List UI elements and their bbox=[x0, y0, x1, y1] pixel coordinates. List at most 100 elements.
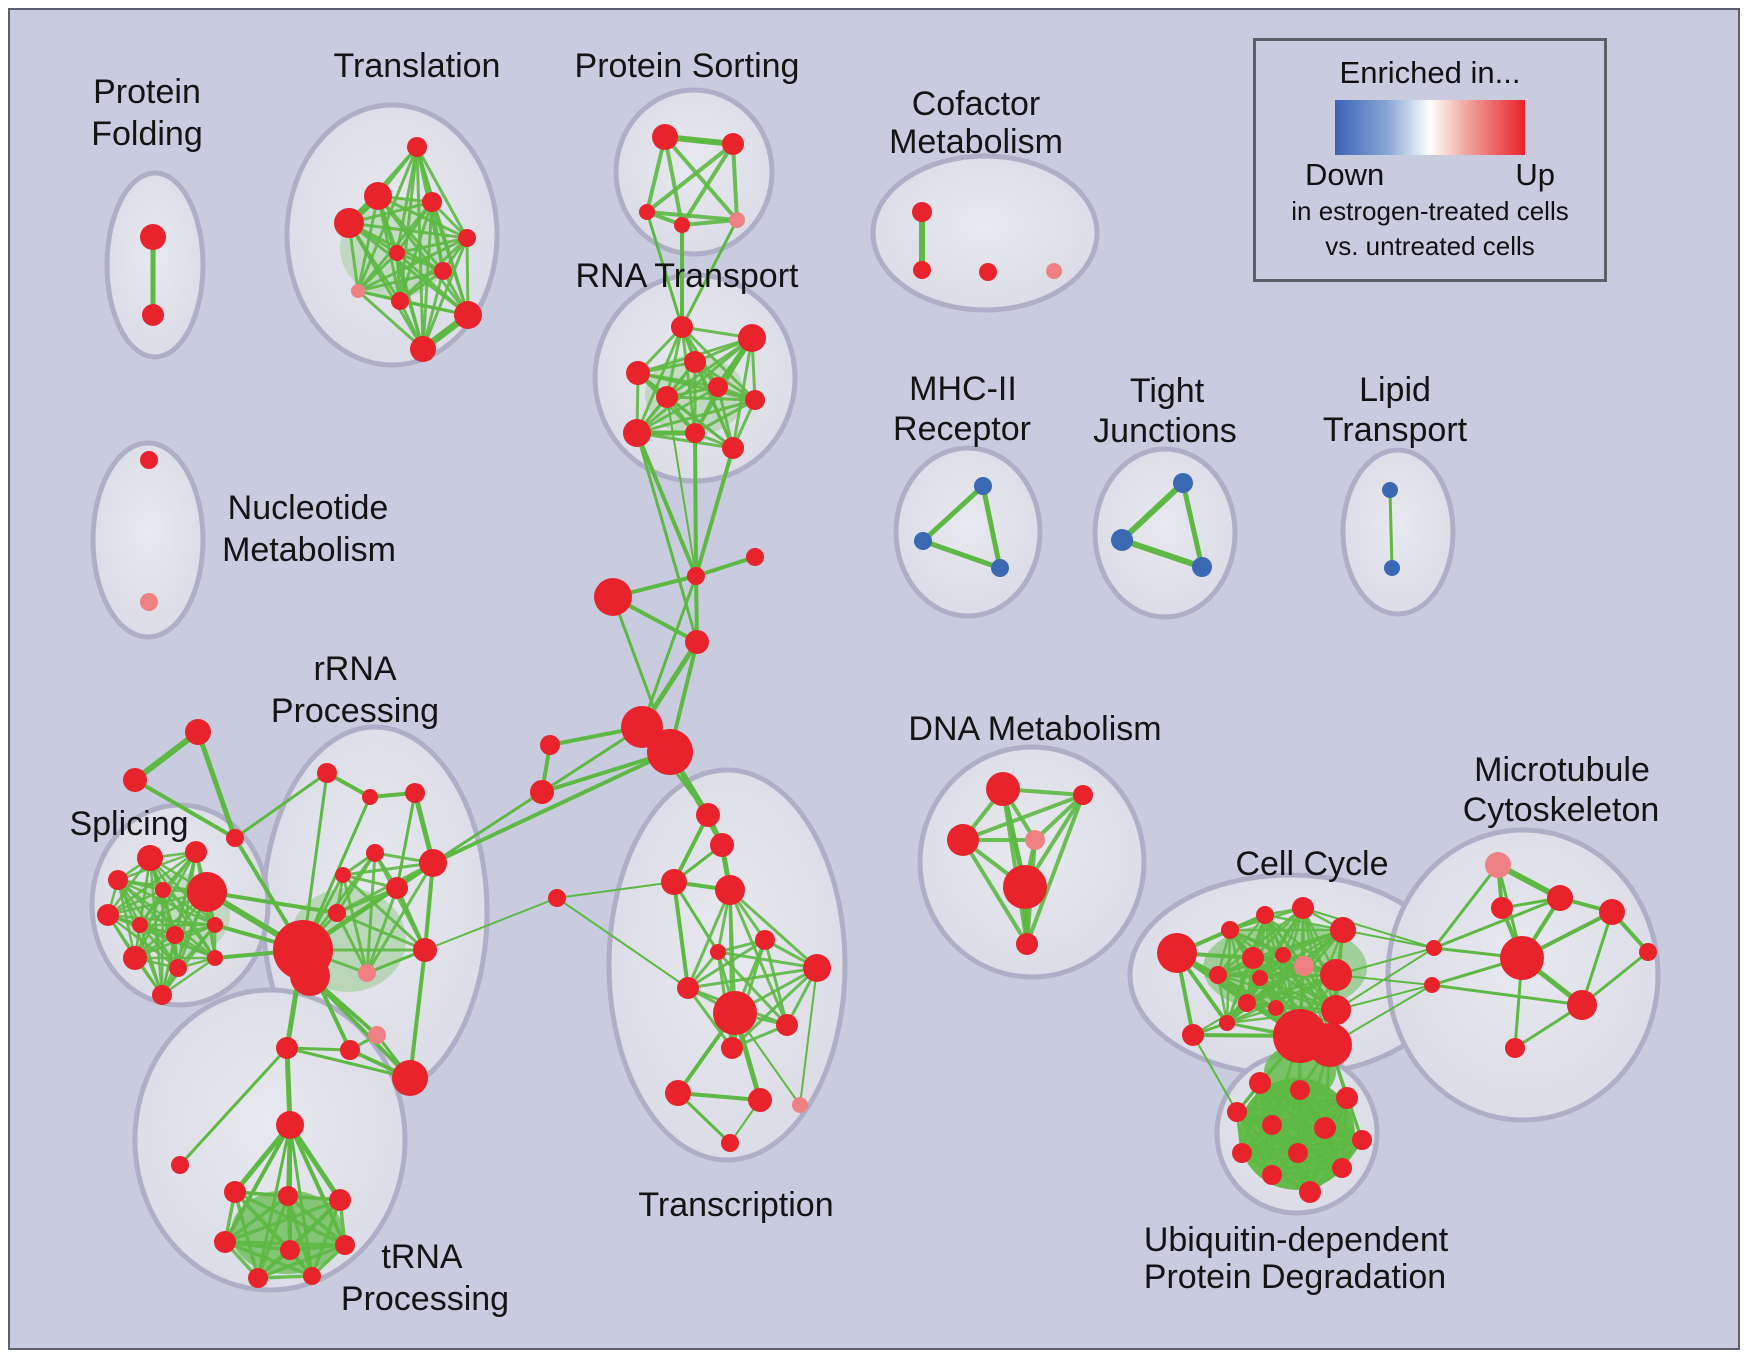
gene-set-node-up bbox=[548, 889, 566, 907]
network-edge bbox=[716, 950, 819, 970]
gene-set-node-up bbox=[224, 1181, 246, 1203]
network-edge bbox=[223, 1198, 342, 1244]
network-edge bbox=[415, 145, 469, 240]
legend-up-label: Up bbox=[1515, 157, 1555, 192]
network-edge bbox=[395, 251, 470, 317]
gene-set-node-up bbox=[1639, 943, 1657, 961]
gene-set-node-up bbox=[187, 872, 227, 912]
gene-set-node-up bbox=[745, 390, 765, 410]
network-edge bbox=[423, 861, 435, 952]
gene-set-node-up bbox=[108, 870, 128, 890]
legend-subtitle-line1: in estrogen-treated cells bbox=[1291, 196, 1569, 226]
gene-set-node-slightly-up bbox=[1485, 852, 1511, 878]
gene-set-node-up bbox=[647, 729, 693, 775]
gene-set-node-up bbox=[665, 1080, 691, 1106]
network-edge bbox=[138, 923, 180, 970]
gene-set-node-up bbox=[1330, 917, 1356, 943]
cluster-label-dna-metabolism: DNA Metabolism bbox=[908, 710, 1161, 748]
network-edge bbox=[106, 913, 217, 927]
gene-set-node-slightly-up bbox=[358, 964, 376, 982]
network-edge bbox=[1335, 947, 1435, 976]
network-edge bbox=[1432, 896, 1562, 950]
gene-set-node-up bbox=[169, 959, 187, 977]
gene-set-node-up bbox=[947, 824, 979, 856]
gene-set-node-up bbox=[1073, 785, 1093, 805]
network-edge bbox=[556, 881, 675, 899]
gene-set-node-up bbox=[623, 419, 651, 447]
network-edge bbox=[1296, 1138, 1364, 1155]
gene-set-node-up bbox=[1314, 1117, 1336, 1139]
gene-set-node-up bbox=[1227, 1102, 1247, 1122]
gene-set-node-up bbox=[413, 938, 437, 962]
gene-set-node-down bbox=[974, 477, 992, 495]
gene-set-node-slightly-up bbox=[351, 284, 365, 298]
gene-set-node-up bbox=[364, 182, 392, 210]
network-edge bbox=[1216, 973, 1338, 1012]
legend-subtitle-line2: vs. untreated cells bbox=[1325, 231, 1535, 261]
network-edge bbox=[233, 771, 329, 840]
gene-set-node-up bbox=[1288, 1143, 1308, 1163]
gene-set-node-up bbox=[389, 245, 405, 261]
gene-set-node-up bbox=[132, 917, 148, 933]
network-edge bbox=[1270, 1138, 1364, 1177]
network-edge bbox=[686, 966, 819, 990]
network-edge bbox=[1240, 1126, 1327, 1155]
cluster-label-microtubule-cytoskeleton: Microtubule bbox=[1474, 751, 1650, 789]
cluster-label-rrna-processing: Processing bbox=[271, 692, 439, 730]
network-edge bbox=[666, 396, 697, 577]
cluster-label-rna-transport: RNA Transport bbox=[576, 257, 800, 295]
gene-set-node-up bbox=[1299, 1181, 1321, 1203]
gene-set-node-up bbox=[329, 1189, 351, 1211]
network-edge bbox=[728, 888, 819, 970]
gene-set-node-up bbox=[340, 1040, 360, 1060]
gene-set-node-up bbox=[776, 1014, 798, 1036]
gene-set-node-up bbox=[278, 1186, 298, 1206]
gene-set-node-up bbox=[986, 772, 1020, 806]
network-edge bbox=[395, 791, 417, 890]
gene-set-node-slightly-up bbox=[140, 593, 158, 611]
gene-set-node-up bbox=[530, 780, 554, 804]
gene-set-node-up bbox=[1320, 959, 1352, 991]
network-edge bbox=[132, 729, 201, 783]
network-edge bbox=[195, 729, 238, 841]
network-edge bbox=[920, 483, 986, 544]
cluster-label-microtubule-cytoskeleton: Cytoskeleton bbox=[1463, 791, 1660, 829]
cluster-label-mhc-ii-receptor: Receptor bbox=[893, 410, 1031, 448]
network-edge bbox=[1225, 928, 1232, 1025]
network-edge bbox=[178, 1046, 289, 1167]
gene-set-node-up bbox=[97, 904, 119, 926]
gene-set-node-up bbox=[185, 841, 207, 863]
gene-set-node-slightly-up bbox=[368, 1026, 386, 1044]
network-edge bbox=[672, 880, 720, 954]
gene-set-node-up bbox=[410, 336, 436, 362]
cluster-label-translation: Translation bbox=[334, 47, 501, 85]
gene-set-node-up bbox=[1221, 921, 1239, 939]
cluster-label-cell-cycle: Cell Cycle bbox=[1235, 845, 1388, 883]
gene-set-node-up bbox=[1424, 977, 1440, 993]
gene-set-node-up bbox=[434, 262, 452, 280]
edge-density-blob bbox=[231, 1190, 343, 1274]
network-edge bbox=[431, 750, 672, 865]
network-edge bbox=[148, 856, 164, 997]
network-edge bbox=[635, 431, 699, 644]
network-nodes bbox=[97, 124, 1657, 1288]
gene-set-node-up bbox=[1308, 1023, 1352, 1067]
network-edge bbox=[341, 861, 435, 877]
legend-box: Enriched in... Down Up in estrogen-treat… bbox=[1253, 38, 1607, 282]
gene-set-node-up bbox=[1321, 995, 1351, 1025]
gene-set-node-up bbox=[207, 950, 223, 966]
network-edge bbox=[636, 371, 757, 402]
gene-set-node-up bbox=[1249, 1072, 1271, 1094]
network-edge bbox=[308, 974, 412, 1080]
cluster-ellipse-nucleotide-metabolism bbox=[90, 440, 206, 640]
gene-set-node-up bbox=[1016, 933, 1038, 955]
legend-endpoint-labels: Down Up bbox=[1305, 157, 1555, 193]
gene-set-node-up bbox=[1157, 933, 1197, 973]
gene-set-node-up bbox=[166, 926, 184, 944]
network-edge bbox=[223, 1240, 314, 1278]
cluster-ellipse-mhc-ii-receptor bbox=[893, 445, 1043, 619]
gene-set-node-up bbox=[392, 1060, 428, 1096]
gene-set-node-up bbox=[696, 803, 720, 827]
network-edge bbox=[1251, 956, 1338, 1012]
